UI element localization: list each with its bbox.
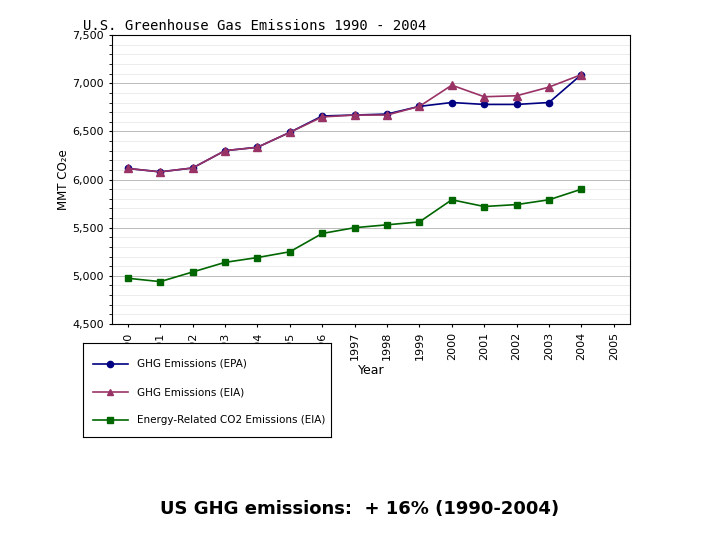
GHG Emissions (EIA) (415, 103, 424, 110)
GHG Emissions (EPA) (545, 99, 554, 106)
Energy-Related CO2 Emissions (EIA) (188, 269, 197, 275)
Energy-Related CO2 Emissions (EIA) (415, 219, 424, 225)
GHG Emissions (EIA) (480, 93, 488, 100)
Y-axis label: MMT CO₂e: MMT CO₂e (57, 149, 70, 210)
Energy-Related CO2 Emissions (EIA) (480, 203, 488, 210)
GHG Emissions (EPA) (448, 99, 456, 106)
Text: U.S. Greenhouse Gas Emissions 1990 - 2004: U.S. Greenhouse Gas Emissions 1990 - 200… (83, 19, 426, 33)
GHG Emissions (EPA) (318, 113, 326, 119)
GHG Emissions (EPA) (188, 165, 197, 171)
GHG Emissions (EIA) (286, 129, 294, 136)
Line: GHG Emissions (EIA): GHG Emissions (EIA) (124, 71, 585, 176)
X-axis label: Year: Year (358, 364, 384, 377)
Energy-Related CO2 Emissions (EIA) (545, 197, 554, 203)
Energy-Related CO2 Emissions (EIA) (383, 221, 392, 228)
GHG Emissions (EPA) (253, 144, 262, 151)
Text: Energy-Related CO2 Emissions (EIA): Energy-Related CO2 Emissions (EIA) (138, 415, 326, 426)
GHG Emissions (EIA) (545, 84, 554, 90)
GHG Emissions (EIA) (156, 168, 164, 175)
Energy-Related CO2 Emissions (EIA) (124, 275, 132, 281)
Energy-Related CO2 Emissions (EIA) (318, 230, 326, 237)
GHG Emissions (EIA) (188, 165, 197, 171)
Energy-Related CO2 Emissions (EIA) (512, 201, 521, 208)
GHG Emissions (EIA) (253, 144, 262, 151)
GHG Emissions (EIA) (448, 82, 456, 89)
Energy-Related CO2 Emissions (EIA) (220, 259, 229, 266)
GHG Emissions (EPA) (156, 168, 164, 175)
GHG Emissions (EPA) (286, 129, 294, 136)
GHG Emissions (EPA) (415, 103, 424, 110)
GHG Emissions (EIA) (350, 112, 359, 118)
GHG Emissions (EPA) (350, 112, 359, 118)
GHG Emissions (EIA) (512, 92, 521, 99)
GHG Emissions (EPA) (383, 111, 392, 117)
Energy-Related CO2 Emissions (EIA) (253, 254, 262, 261)
GHG Emissions (EPA) (480, 101, 488, 107)
Line: Energy-Related CO2 Emissions (EIA): Energy-Related CO2 Emissions (EIA) (125, 186, 585, 285)
GHG Emissions (EIA) (318, 114, 326, 120)
Energy-Related CO2 Emissions (EIA) (350, 225, 359, 231)
GHG Emissions (EPA) (220, 147, 229, 154)
GHG Emissions (EIA) (124, 165, 132, 172)
GHG Emissions (EIA) (220, 147, 229, 154)
GHG Emissions (EPA) (124, 165, 132, 172)
GHG Emissions (EIA) (383, 112, 392, 118)
Energy-Related CO2 Emissions (EIA) (448, 197, 456, 203)
Text: US GHG emissions:  + 16% (1990-2004): US GHG emissions: + 16% (1990-2004) (161, 501, 559, 518)
Energy-Related CO2 Emissions (EIA) (156, 279, 164, 285)
Energy-Related CO2 Emissions (EIA) (286, 248, 294, 255)
Text: GHG Emissions (EIA): GHG Emissions (EIA) (138, 387, 245, 397)
GHG Emissions (EPA) (577, 71, 586, 78)
Energy-Related CO2 Emissions (EIA) (577, 186, 586, 192)
GHG Emissions (EPA) (512, 101, 521, 107)
Text: GHG Emissions (EPA): GHG Emissions (EPA) (138, 359, 248, 369)
Line: GHG Emissions (EPA): GHG Emissions (EPA) (125, 71, 585, 175)
GHG Emissions (EIA) (577, 71, 586, 78)
